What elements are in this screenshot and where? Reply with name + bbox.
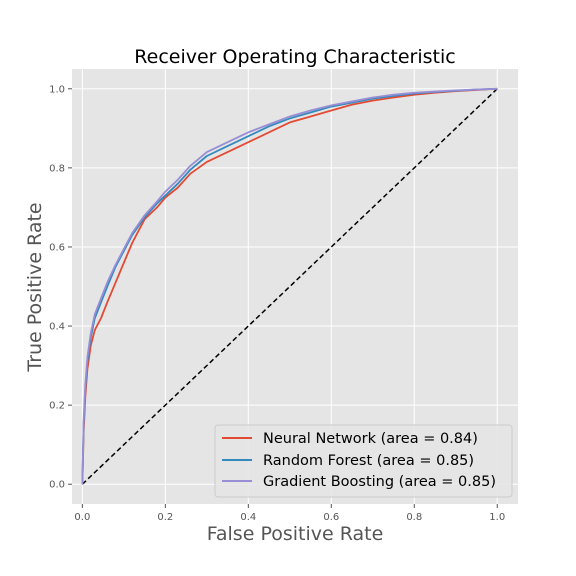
x-tick-label: 0.2 xyxy=(157,512,173,523)
y-axis-label: True Positive Rate xyxy=(24,202,46,372)
x-axis-label: False Positive Rate xyxy=(207,523,384,545)
legend-label-gradient-boosting: Gradient Boosting (area = 0.85) xyxy=(263,474,496,490)
legend-label-neural-network: Neural Network (area = 0.84) xyxy=(263,431,478,447)
y-tick-labels: 0.0 0.2 0.4 0.6 0.8 1.0 xyxy=(49,84,72,491)
legend-box xyxy=(214,424,513,498)
y-tick-label: 0.6 xyxy=(49,242,65,253)
y-tick-label: 0.2 xyxy=(49,401,65,412)
series-lines xyxy=(81,87,498,485)
x-tick-labels: 0.0 0.2 0.4 0.6 0.8 1.0 xyxy=(74,504,505,523)
y-tick-label: 0.4 xyxy=(49,322,65,333)
y-tick-label: 0.0 xyxy=(49,480,65,491)
y-tick-label: 1.0 xyxy=(49,84,65,95)
y-tick-label: 0.8 xyxy=(49,163,65,174)
x-tick-label: 1.0 xyxy=(489,512,505,523)
x-tick-label: 0.6 xyxy=(323,512,339,523)
x-tick-label: 0.4 xyxy=(240,512,256,523)
x-tick-label: 0.0 xyxy=(74,512,90,523)
legend: Neural Network (area = 0.84) Random Fore… xyxy=(214,424,513,498)
series-line-gradient-boosting xyxy=(81,87,498,485)
chart-title: Receiver Operating Characteristic xyxy=(134,46,455,68)
series-line-neural-network xyxy=(81,87,498,485)
legend-label-random-forest: Random Forest (area = 0.85) xyxy=(263,453,474,469)
x-tick-label: 0.8 xyxy=(406,512,422,523)
